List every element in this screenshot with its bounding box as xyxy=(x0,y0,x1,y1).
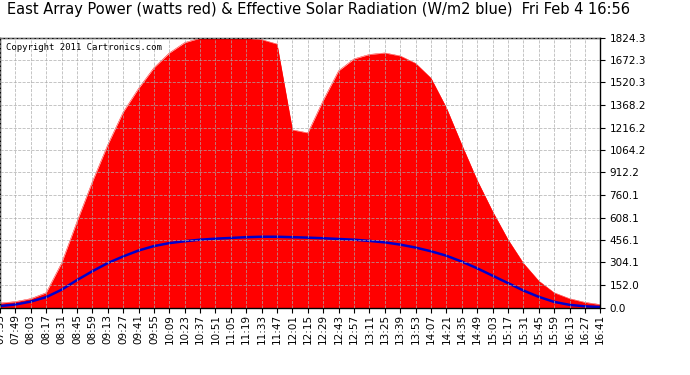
Text: East Array Power (watts red) & Effective Solar Radiation (W/m2 blue)  Fri Feb 4 : East Array Power (watts red) & Effective… xyxy=(7,2,630,17)
Text: Copyright 2011 Cartronics.com: Copyright 2011 Cartronics.com xyxy=(6,43,162,52)
